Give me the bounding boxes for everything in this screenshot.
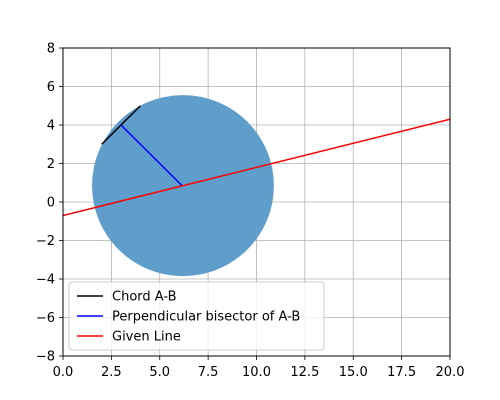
legend-label: Perpendicular bisector of A-B [112, 310, 300, 325]
x-tick-label: 0.0 [53, 365, 74, 380]
legend: Chord A-B Perpendicular bisector of A-B Gi… [68, 281, 325, 351]
y-tick-label: 2 [47, 157, 55, 172]
y-tick-label: −6 [36, 311, 55, 326]
x-tick-label: 10.0 [242, 365, 271, 380]
legend-label: Chord A-B [112, 290, 177, 305]
perpendicular-bisector-line [120, 124, 183, 187]
y-tick-label: −4 [36, 273, 55, 288]
y-tick-label: 6 [47, 80, 55, 95]
chord-ab-line [101, 105, 141, 145]
legend-label: Given Line [112, 330, 181, 345]
x-tick-label: 5.0 [149, 365, 170, 380]
y-tick-label: 0 [47, 196, 55, 211]
data-layer [63, 95, 450, 277]
given-line [63, 118, 450, 217]
y-tick-label: 4 [47, 119, 55, 134]
x-tick-label: 15.0 [339, 365, 368, 380]
x-tick-label: 7.5 [198, 365, 219, 380]
y-tick-label: 8 [47, 42, 55, 57]
x-tick-label: 20.0 [436, 365, 465, 380]
axis-ticks: 0.0 2.5 5.0 7.5 10.0 12.5 15.0 17.5 20.0 −8 −6 −4 −2… [36, 42, 465, 381]
y-tick-label: −2 [36, 234, 55, 249]
legend-box [68, 281, 325, 351]
x-tick-label: 12.5 [290, 365, 319, 380]
y-tick-label: −8 [36, 350, 55, 365]
x-tick-label: 17.5 [387, 365, 416, 380]
x-tick-label: 2.5 [101, 365, 122, 380]
